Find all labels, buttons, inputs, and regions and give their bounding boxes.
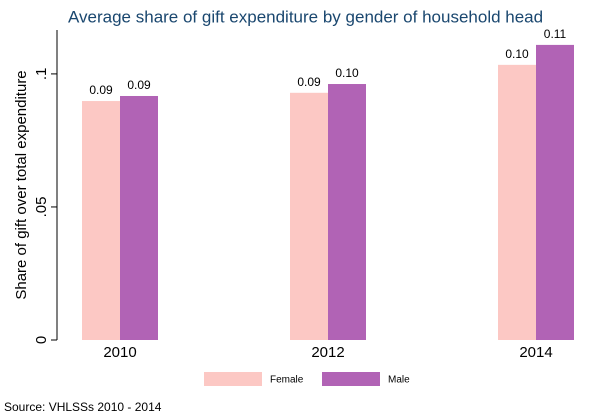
bar bbox=[498, 64, 536, 340]
value-label: 0.10 bbox=[335, 66, 359, 80]
y-tick-label: 0 bbox=[33, 336, 50, 344]
legend-swatch bbox=[204, 372, 262, 386]
source-note: Source: VHLSSs 2010 - 2014 bbox=[4, 400, 162, 414]
x-tick-label: 2014 bbox=[519, 344, 552, 361]
value-label: 0.11 bbox=[544, 27, 567, 41]
y-tick-label: .05 bbox=[33, 197, 50, 218]
legend-swatch bbox=[322, 372, 380, 386]
y-axis-title: Share of gift over total expenditure bbox=[13, 70, 30, 299]
value-label: 0.09 bbox=[89, 83, 113, 97]
x-tick-label: 2012 bbox=[311, 344, 344, 361]
legend-label: Female bbox=[270, 375, 304, 386]
legend-label: Male bbox=[388, 375, 410, 386]
bar bbox=[82, 101, 120, 340]
y-tick-label: .1 bbox=[33, 68, 50, 81]
bar bbox=[328, 84, 366, 340]
value-label: 0.09 bbox=[127, 78, 151, 92]
bar bbox=[536, 44, 574, 341]
x-tick-label: 2010 bbox=[103, 344, 136, 361]
value-label: 0.10 bbox=[505, 47, 529, 61]
bar bbox=[290, 92, 328, 341]
bar bbox=[120, 95, 158, 340]
value-label: 0.09 bbox=[297, 75, 321, 89]
chart-title: Average share of gift expenditure by gen… bbox=[68, 7, 543, 26]
